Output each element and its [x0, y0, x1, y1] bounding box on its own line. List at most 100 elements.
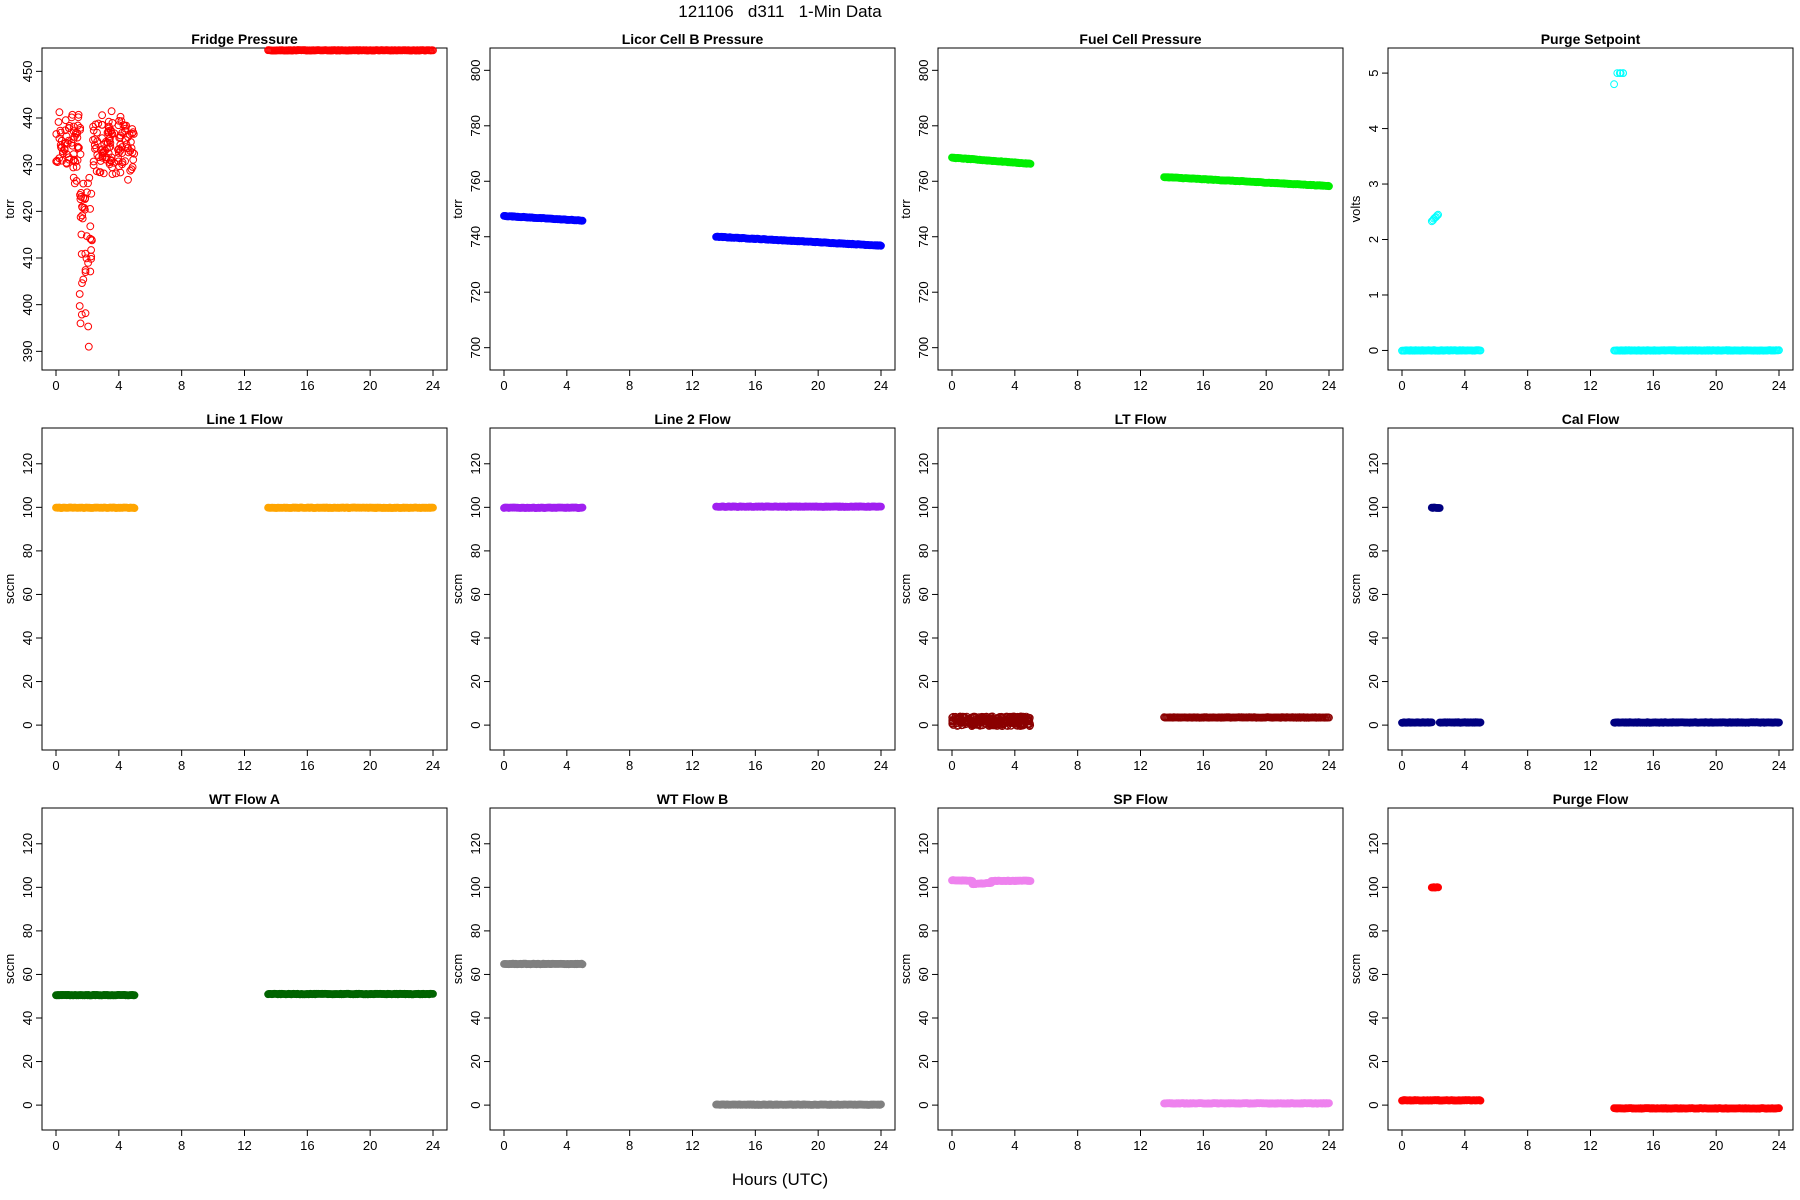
- x-tick-label: 20: [811, 378, 825, 393]
- data-point: [107, 127, 115, 136]
- y-tick-label: 100: [916, 876, 931, 898]
- data-point: [62, 132, 71, 141]
- data-point: [55, 108, 64, 117]
- y-tick-label: 20: [1366, 674, 1381, 688]
- panel-title: Line 2 Flow: [654, 411, 730, 427]
- panel-sp-flow: SP Flow 0 4 8 12 16 20 24 0 20 40 60 80 100 120 sccm: [898, 791, 1344, 1153]
- y-tick-label: 100: [20, 496, 35, 518]
- data-point: [1017, 716, 1025, 724]
- y-tick-label: 700: [916, 337, 931, 359]
- x-tick-label: 4: [1011, 758, 1018, 773]
- y-tick-label: 20: [916, 1054, 931, 1068]
- x-tick-label: 24: [1322, 378, 1336, 393]
- x-tick-label: 24: [1322, 1138, 1336, 1153]
- x-tick-label: 12: [237, 378, 251, 393]
- x-tick-label: 16: [1196, 1138, 1210, 1153]
- data-point: [104, 117, 113, 126]
- y-tick-label: 760: [468, 170, 483, 192]
- y-tick-label: 60: [20, 967, 35, 981]
- panel-title: WT Flow A: [209, 791, 280, 807]
- data-point: [73, 156, 82, 165]
- data-point: [88, 236, 96, 245]
- y-tick-label: 80: [916, 924, 931, 938]
- panel-title: Licor Cell B Pressure: [622, 31, 764, 47]
- x-tick-label: 8: [178, 378, 185, 393]
- y-tick-label: 40: [1366, 631, 1381, 645]
- panel-line-2-flow: Line 2 Flow 0 4 8 12 16 20 24 0 20 40 60 80 100 120 scc…: [450, 411, 896, 773]
- y-tick-label: 60: [916, 967, 931, 981]
- data-point: [98, 111, 106, 120]
- data-point: [952, 715, 961, 723]
- data-point: [98, 153, 107, 162]
- data-point: [1006, 721, 1015, 730]
- panel-title: Fridge Pressure: [191, 31, 298, 47]
- y-axis-label: sccm: [2, 574, 17, 604]
- x-tick-label: 8: [1524, 1138, 1531, 1153]
- y-tick-label: 40: [468, 631, 483, 645]
- y-tick-label: 80: [1366, 924, 1381, 938]
- y-tick-label: 740: [916, 226, 931, 248]
- x-tick-label: 8: [1074, 1138, 1081, 1153]
- y-tick-label: 120: [1366, 453, 1381, 475]
- y-tick-label: 100: [468, 496, 483, 518]
- data-point: [114, 149, 123, 157]
- y-tick-label: 40: [468, 1011, 483, 1025]
- x-tick-label: 20: [1709, 378, 1723, 393]
- x-tick-label: 16: [1646, 758, 1660, 773]
- data-point: [128, 148, 137, 157]
- y-tick-label: 80: [20, 544, 35, 558]
- data-point: [79, 275, 88, 284]
- data-point: [89, 157, 98, 166]
- x-tick-label: 0: [52, 378, 59, 393]
- data-point: [115, 117, 123, 125]
- panel-fuel-cell-pressure: Fuel Cell Pressure 0 4 8 12 16 20 24 700 720 740 76…: [898, 31, 1344, 393]
- y-tick-label: 60: [916, 587, 931, 601]
- y-tick-label: 100: [916, 496, 931, 518]
- data-point: [77, 230, 86, 239]
- data-point: [116, 140, 125, 149]
- x-tick-label: 8: [1074, 378, 1081, 393]
- data-point: [61, 116, 70, 125]
- x-tick-label: 8: [178, 1138, 185, 1153]
- y-tick-label: 1: [1366, 291, 1381, 298]
- data-point: [1026, 877, 1035, 885]
- x-tick-label: 4: [563, 378, 570, 393]
- x-tick-label: 20: [363, 758, 377, 773]
- y-axis-label: sccm: [1348, 954, 1363, 984]
- y-tick-label: 3: [1366, 180, 1381, 187]
- y-tick-label: 120: [916, 453, 931, 475]
- data-point: [86, 267, 95, 276]
- x-tick-label: 16: [300, 378, 314, 393]
- x-tick-label: 0: [948, 378, 955, 393]
- x-tick-label: 16: [1196, 378, 1210, 393]
- data-point: [1433, 211, 1441, 220]
- x-tick-label: 16: [748, 758, 762, 773]
- data-point: [988, 718, 997, 727]
- data-point: [87, 255, 95, 263]
- data-point: [1775, 718, 1783, 727]
- data-point: [82, 232, 91, 241]
- data-point: [1016, 722, 1024, 730]
- y-tick-label: 700: [468, 337, 483, 359]
- data-point: [75, 302, 84, 310]
- data-point: [877, 1100, 885, 1109]
- plot-frame: [41, 807, 448, 1131]
- y-tick-label: 0: [1366, 1101, 1381, 1108]
- x-tick-label: 12: [685, 758, 699, 773]
- x-tick-label: 0: [1398, 758, 1405, 773]
- x-tick-label: 8: [626, 758, 633, 773]
- data-point: [1615, 69, 1624, 77]
- panel-lt-flow: LT Flow 0 4 8 12 16 20 24 0 20 40 60 80 100 120 sccm: [898, 411, 1344, 773]
- y-axis-label: torr: [2, 199, 17, 219]
- x-tick-label: 8: [1524, 378, 1531, 393]
- data-point: [52, 157, 61, 166]
- data-point: [69, 150, 78, 159]
- y-tick-label: 780: [468, 115, 483, 137]
- panel-title: Line 1 Flow: [206, 411, 282, 427]
- y-tick-label: 80: [916, 544, 931, 558]
- y-tick-label: 40: [1366, 1011, 1381, 1025]
- y-tick-label: 100: [468, 876, 483, 898]
- data-point: [74, 113, 83, 122]
- x-tick-label: 20: [1709, 758, 1723, 773]
- x-tick-label: 12: [1133, 378, 1147, 393]
